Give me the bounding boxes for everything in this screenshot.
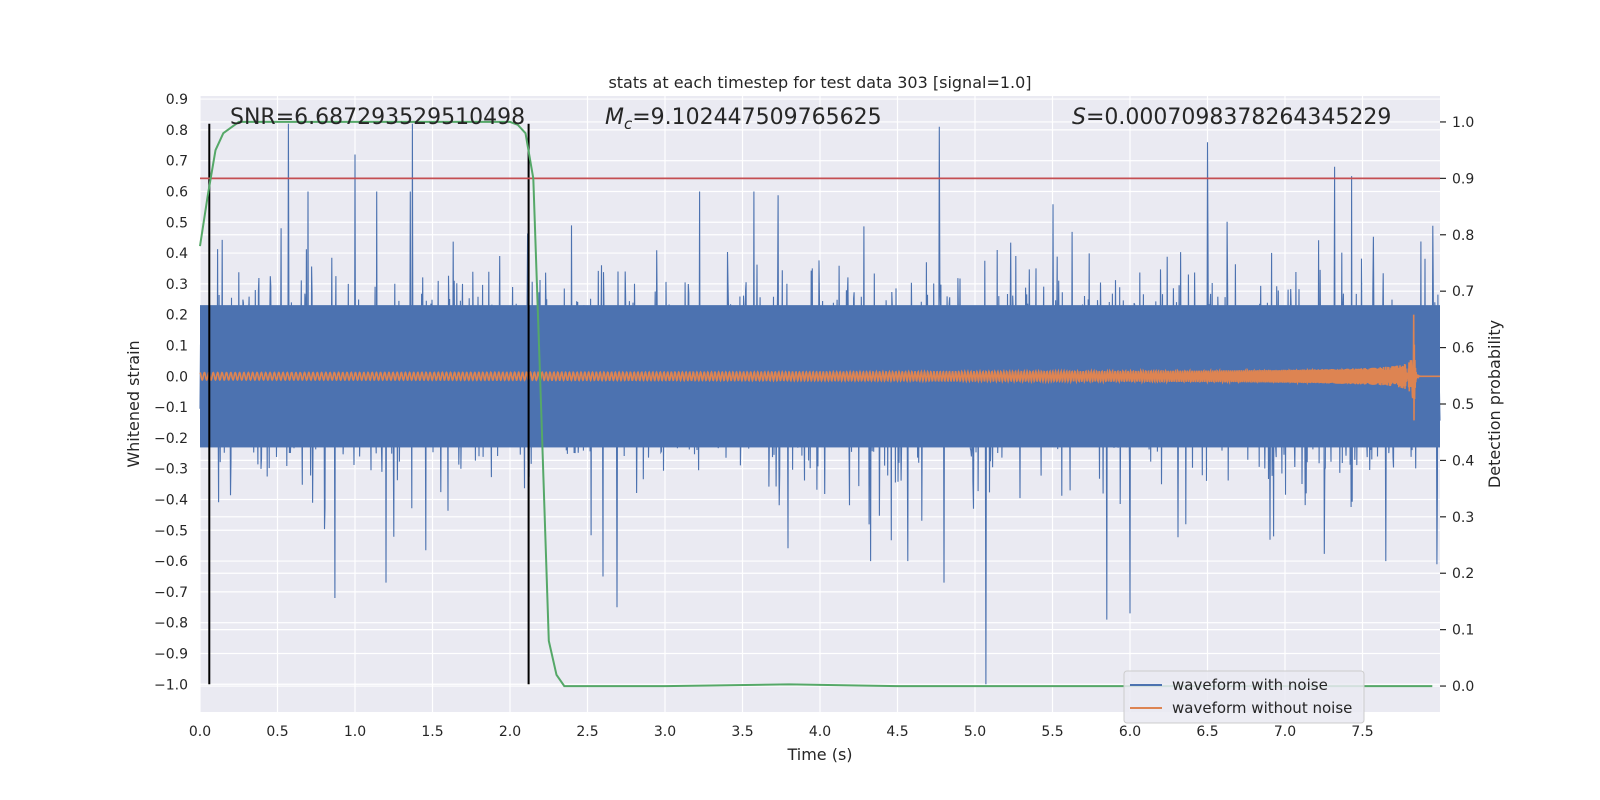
legend: waveform with noise waveform without noi… [1123,670,1365,724]
snr-annotation: SNR=6.687293529510498 [230,105,525,130]
x-tick-label-5: 2.5 [576,724,598,740]
y-tick-label-2: 0.7 [166,154,188,170]
y2-tick-label-5: 0.5 [1452,397,1474,413]
y2-tick-label-0: 1.0 [1452,115,1474,131]
y-tick-label-5: 0.4 [166,246,188,262]
x-tick-label-15: 7.5 [1351,724,1373,740]
y-tick-label-19: −1.0 [154,677,188,693]
y-tick-label-1: 0.8 [166,123,188,139]
y2-tick-label-4: 0.6 [1452,341,1474,357]
y2-tick-label-6: 0.4 [1452,453,1474,469]
x-tick-label-13: 6.5 [1196,724,1218,740]
y-tick-label-17: −0.8 [154,616,188,632]
legend-box [1123,670,1365,724]
y-tick-label-15: −0.6 [154,554,188,570]
chart-title: stats at each timestep for test data 303… [608,73,1031,92]
x-tick-label-11: 5.5 [1041,724,1063,740]
x-axis-ticks: 0.0 0.5 1.0 1.5 2.0 2.5 3.0 3.5 4.0 4.5 5.0 5.5 6.0 6… [189,724,1374,740]
y2-tick-label-1: 0.9 [1452,171,1474,187]
y2-axis-label: Detection probability [1485,320,1504,488]
x-tick-label-9: 4.5 [886,724,908,740]
legend-label-clean: waveform without noise [1172,699,1352,717]
x-tick-label-7: 3.5 [731,724,753,740]
y2-tick-label-7: 0.3 [1452,510,1474,526]
y-tick-label-9: 0.0 [166,369,188,385]
y-tick-label-14: −0.5 [154,523,188,539]
x-tick-label-6: 3.0 [654,724,676,740]
clean-waveform-line [199,314,1440,421]
detection-markers [208,123,530,685]
x-tick-label-2: 1.0 [344,724,366,740]
y-tick-label-6: 0.3 [166,277,188,293]
y-tick-label-4: 0.5 [166,215,188,231]
y-tick-label-3: 0.6 [166,184,188,200]
y-tick-label-13: −0.4 [154,492,188,508]
y2-tick-label-3: 0.7 [1452,284,1474,300]
x-tick-label-10: 5.0 [964,724,986,740]
y2-tick-label-8: 0.2 [1452,566,1474,582]
x-tick-label-12: 6.0 [1119,724,1141,740]
y-tick-label-0: 0.9 [166,92,188,108]
y-tick-label-18: −0.9 [154,646,188,662]
x-tick-label-0: 0.0 [189,724,211,740]
x-tick-label-8: 4.0 [809,724,831,740]
series-waveform-without-noise [199,314,1440,421]
y-tick-label-11: −0.2 [154,431,188,447]
x-tick-label-3: 1.5 [421,724,443,740]
y-tick-label-12: −0.3 [154,462,188,478]
legend-label-noisy: waveform with noise [1172,676,1328,694]
x-tick-label-1: 0.5 [266,724,288,740]
y-axis-ticks: 0.9 0.8 0.7 0.6 0.5 0.4 0.3 0.2 0.1 0.0 −0.1 −0.2 −0… [154,92,188,693]
y2-axis-ticks: 1.0 0.9 0.8 0.7 0.6 0.5 0.4 0.3 0.2 0.1 0.0 [1440,115,1474,695]
y-tick-label-8: 0.1 [166,338,188,354]
x-tick-label-4: 2.0 [499,724,521,740]
y2-tick-label-9: 0.1 [1452,623,1474,639]
x-axis-label: Time (s) [786,745,852,764]
y-tick-label-7: 0.2 [166,308,188,324]
y-tick-label-10: −0.1 [154,400,188,416]
y-axis-label: Whitened strain [124,340,143,467]
s-annotation: S=0.0007098378264345229 [1072,105,1391,130]
y-tick-label-16: −0.7 [154,585,188,601]
y2-tick-label-2: 0.8 [1452,228,1474,244]
detection-probability-line [199,120,1433,688]
chirp-mass-annotation: Mc=9.102447509765625 [605,105,882,133]
x-tick-label-14: 7.0 [1274,724,1296,740]
series-detection-probability [199,120,1433,688]
y2-tick-label-10: 0.0 [1452,679,1474,695]
